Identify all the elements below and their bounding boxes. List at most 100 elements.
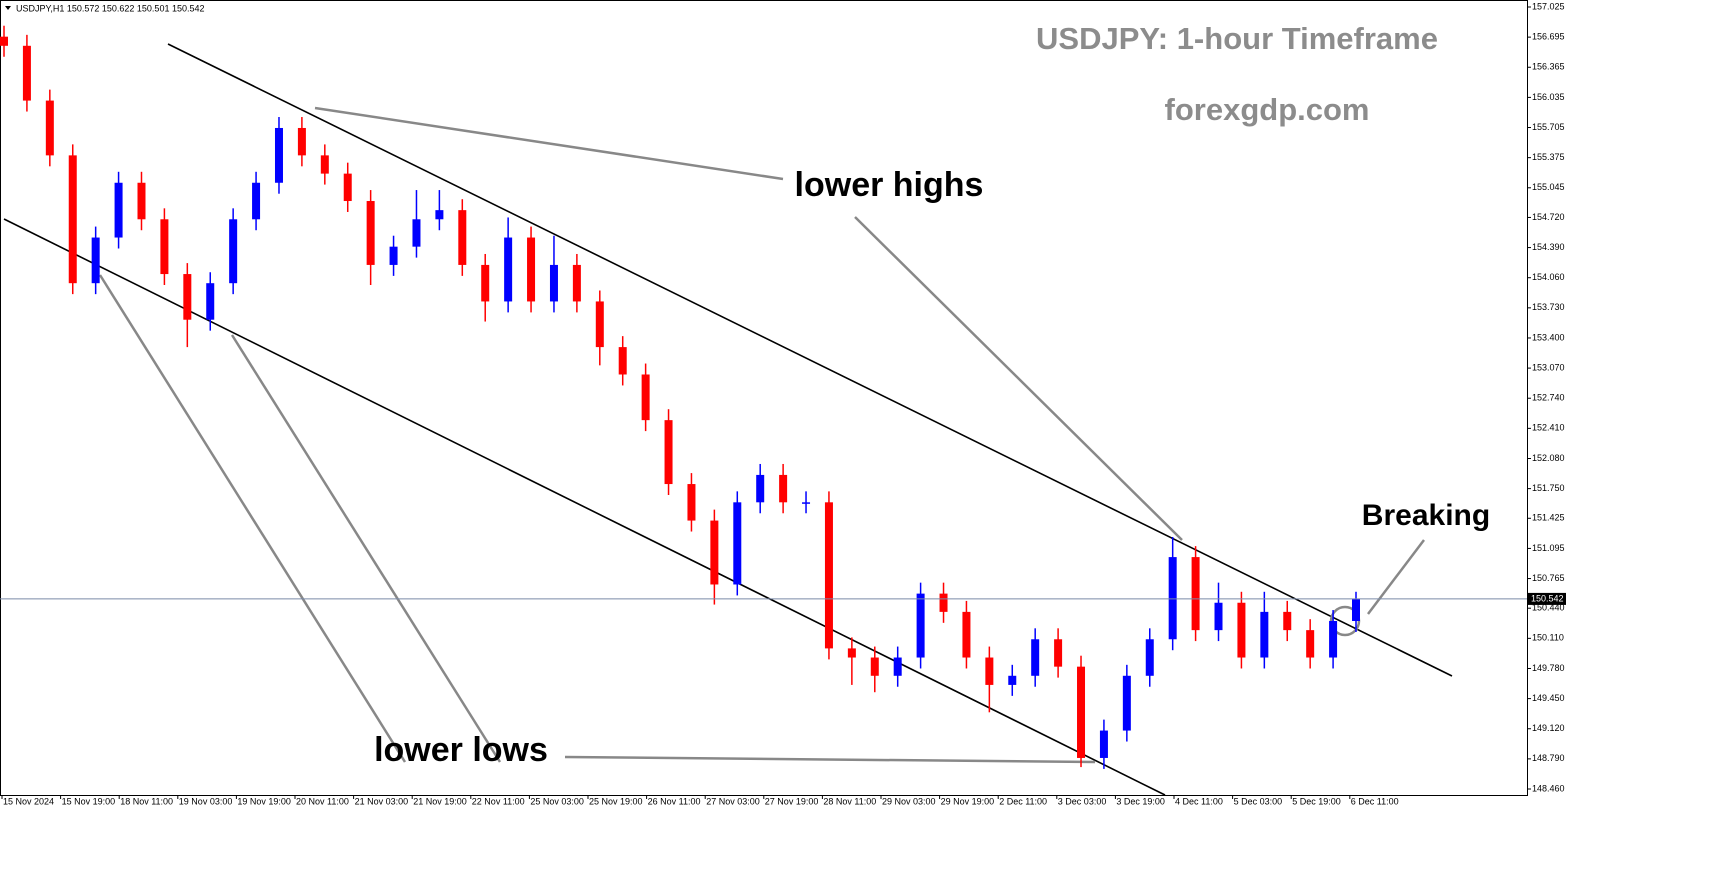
candle-body xyxy=(114,182,123,238)
x-tick-label: 25 Nov 19:00 xyxy=(589,796,643,806)
x-tick-label: 6 Dec 11:00 xyxy=(1351,796,1399,806)
last-price-label: 150.542 xyxy=(1531,593,1564,603)
chart-title: USDJPY: 1-hour Timeframe xyxy=(1036,21,1438,56)
y-tick-label: 152.410 xyxy=(1532,423,1565,433)
x-tick-label: 5 Dec 03:00 xyxy=(1234,796,1283,806)
y-tick-label: 154.060 xyxy=(1532,272,1565,282)
pointer xyxy=(854,216,1183,541)
y-tick-label: 157.025 xyxy=(1532,1,1565,11)
y-tick-label: 148.790 xyxy=(1532,753,1565,763)
x-tick-label: 2 Dec 11:00 xyxy=(999,796,1047,806)
candle-body xyxy=(252,182,261,220)
x-tick-label: 26 Nov 11:00 xyxy=(648,796,701,806)
x-tick-label: 4 Dec 11:00 xyxy=(1175,796,1223,806)
candle-body xyxy=(1122,675,1131,731)
x-tick-label: 27 Nov 03:00 xyxy=(706,796,760,806)
candle-body xyxy=(297,127,306,156)
y-tick-label: 155.375 xyxy=(1532,152,1565,162)
candle-body xyxy=(1054,639,1063,667)
lower-trendline xyxy=(3,218,1166,796)
candle-body xyxy=(435,210,444,220)
candle-body xyxy=(1145,639,1154,676)
x-tick-label: 25 Nov 03:00 xyxy=(530,796,584,806)
y-tick-label: 151.425 xyxy=(1532,513,1565,523)
candle-body xyxy=(389,246,398,265)
candle-body xyxy=(274,127,283,183)
menu-arrow xyxy=(5,6,11,10)
candle-body xyxy=(870,657,879,676)
pointer xyxy=(230,334,502,763)
candle-body xyxy=(343,173,352,202)
pointer xyxy=(98,274,407,763)
candle-body xyxy=(710,520,719,585)
candle-body xyxy=(504,237,513,302)
candle-body xyxy=(91,237,100,284)
y-tick-label: 150.765 xyxy=(1532,573,1565,583)
x-tick-label: 29 Nov 03:00 xyxy=(882,796,936,806)
candle-body xyxy=(572,264,581,302)
candle-body xyxy=(962,611,971,658)
candle-body xyxy=(137,182,146,220)
candle-body xyxy=(687,484,696,521)
candle-body xyxy=(1191,557,1200,631)
candle-body xyxy=(779,474,788,503)
x-tick-label: 18 Nov 11:00 xyxy=(120,796,173,806)
x-tick-label: 22 Nov 11:00 xyxy=(472,796,525,806)
chart-subtitle: forexgdp.com xyxy=(1165,92,1370,127)
candle-body xyxy=(160,219,169,275)
candle-body xyxy=(549,264,558,302)
candle-body xyxy=(1168,557,1177,640)
candle-body xyxy=(618,347,627,375)
y-tick-label: 153.400 xyxy=(1532,332,1565,342)
y-tick-label: 150.440 xyxy=(1532,603,1565,613)
x-tick-label: 3 Dec 03:00 xyxy=(1058,796,1107,806)
candle-body xyxy=(1237,602,1246,658)
candle-body xyxy=(595,301,604,348)
y-tick-label: 148.460 xyxy=(1532,783,1565,793)
x-tick-label: 21 Nov 19:00 xyxy=(413,796,467,806)
x-tick-label: 5 Dec 19:00 xyxy=(1292,796,1341,806)
candle-body xyxy=(824,502,833,649)
y-tick-label: 150.110 xyxy=(1532,633,1564,643)
candle-body xyxy=(1283,611,1292,631)
candle-body xyxy=(985,657,994,685)
candle-body xyxy=(802,502,811,504)
candle-body xyxy=(366,201,375,265)
candle-body xyxy=(1008,675,1017,685)
y-tick-label: 154.390 xyxy=(1532,242,1565,252)
x-tick-label: 15 Nov 19:00 xyxy=(62,796,116,806)
candle-body xyxy=(206,283,215,320)
candle-body xyxy=(45,100,54,156)
y-tick-label: 151.095 xyxy=(1532,543,1565,553)
candle-body xyxy=(893,657,902,676)
last-price-box xyxy=(1528,592,1566,605)
y-tick-label: 149.780 xyxy=(1532,663,1565,673)
x-tick-label: 28 Nov 11:00 xyxy=(823,796,876,806)
candle-body xyxy=(481,264,490,302)
pointer xyxy=(564,755,1096,764)
y-tick-label: 153.730 xyxy=(1532,302,1565,312)
candle-body xyxy=(641,374,650,421)
plot-frame xyxy=(0,0,1528,796)
candle-body xyxy=(68,155,77,284)
y-tick-label: 149.120 xyxy=(1532,723,1565,733)
y-tick-label: 154.720 xyxy=(1532,212,1565,222)
x-tick-label: 29 Nov 19:00 xyxy=(941,796,995,806)
y-tick-label: 153.070 xyxy=(1532,362,1565,372)
y-tick-label: 155.705 xyxy=(1532,122,1565,132)
candle-body xyxy=(847,648,856,658)
annotation: Breaking xyxy=(1362,499,1490,532)
annotation: lower lows xyxy=(374,731,548,769)
pointer xyxy=(314,106,784,181)
y-tick-label: 151.750 xyxy=(1532,483,1565,493)
x-tick-label: 3 Dec 19:00 xyxy=(1116,796,1165,806)
y-tick-label: 156.695 xyxy=(1532,32,1565,42)
candle-body xyxy=(1260,611,1269,658)
x-tick-label: 27 Nov 19:00 xyxy=(765,796,819,806)
x-tick-label: 21 Nov 03:00 xyxy=(355,796,409,806)
y-tick-label: 156.035 xyxy=(1532,92,1565,102)
candle-body xyxy=(320,155,329,174)
y-tick-label: 155.045 xyxy=(1532,182,1565,192)
x-tick-label: 15 Nov 2024 xyxy=(3,796,54,806)
